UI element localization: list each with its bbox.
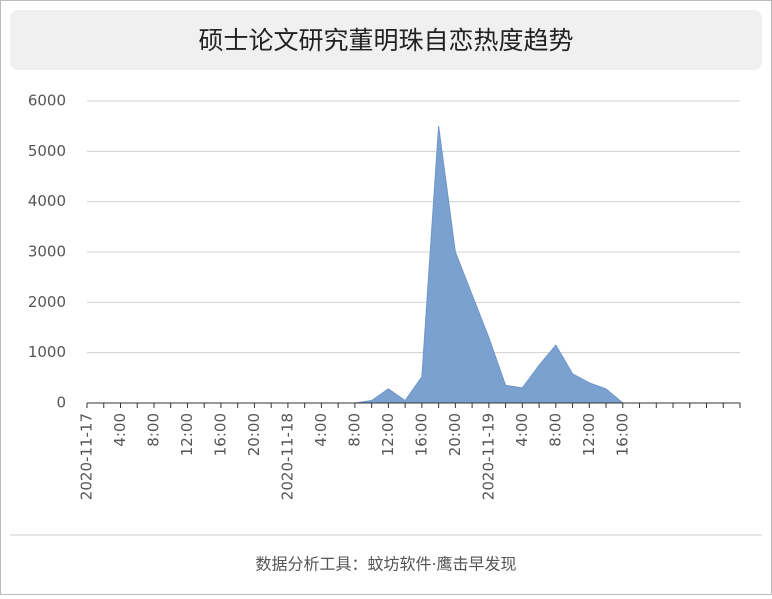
x-tick-label: 12:00 [580,413,598,456]
x-tick-label: 2020-11-17 [78,413,96,500]
x-tick-label: 20:00 [446,413,464,456]
title-box [10,10,762,70]
x-tick-label: 2020-11-18 [278,413,296,500]
x-tick-label: 16:00 [211,413,229,456]
y-tick-label: 5000 [28,142,66,160]
x-tick-label: 12:00 [379,413,397,456]
y-tick-label: 2000 [28,293,66,311]
x-tick-label: 8:00 [546,413,564,447]
x-tick-label: 4:00 [312,413,330,447]
x-tick-label: 4:00 [513,413,531,447]
y-tick-label: 4000 [28,192,66,210]
x-tick-label: 16:00 [412,413,430,456]
x-tick-label: 8:00 [345,413,363,447]
x-tick-label: 12:00 [178,413,196,456]
y-tick-label: 0 [56,394,66,412]
chart-title: 硕士论文研究董明珠自恋热度趋势 [198,26,573,55]
x-tick-label: 4:00 [111,413,129,447]
y-tick-label: 6000 [28,92,66,110]
y-tick-label: 3000 [28,243,66,261]
x-tick-label: 16:00 [613,413,631,456]
x-tick-label: 8:00 [144,413,162,447]
x-tick-label: 2020-11-19 [479,413,497,500]
footer: 数据分析工具：蚊坊软件·鹰击早发现 [255,555,516,574]
y-tick-label: 1000 [28,343,66,361]
x-tick-label: 20:00 [245,413,263,456]
